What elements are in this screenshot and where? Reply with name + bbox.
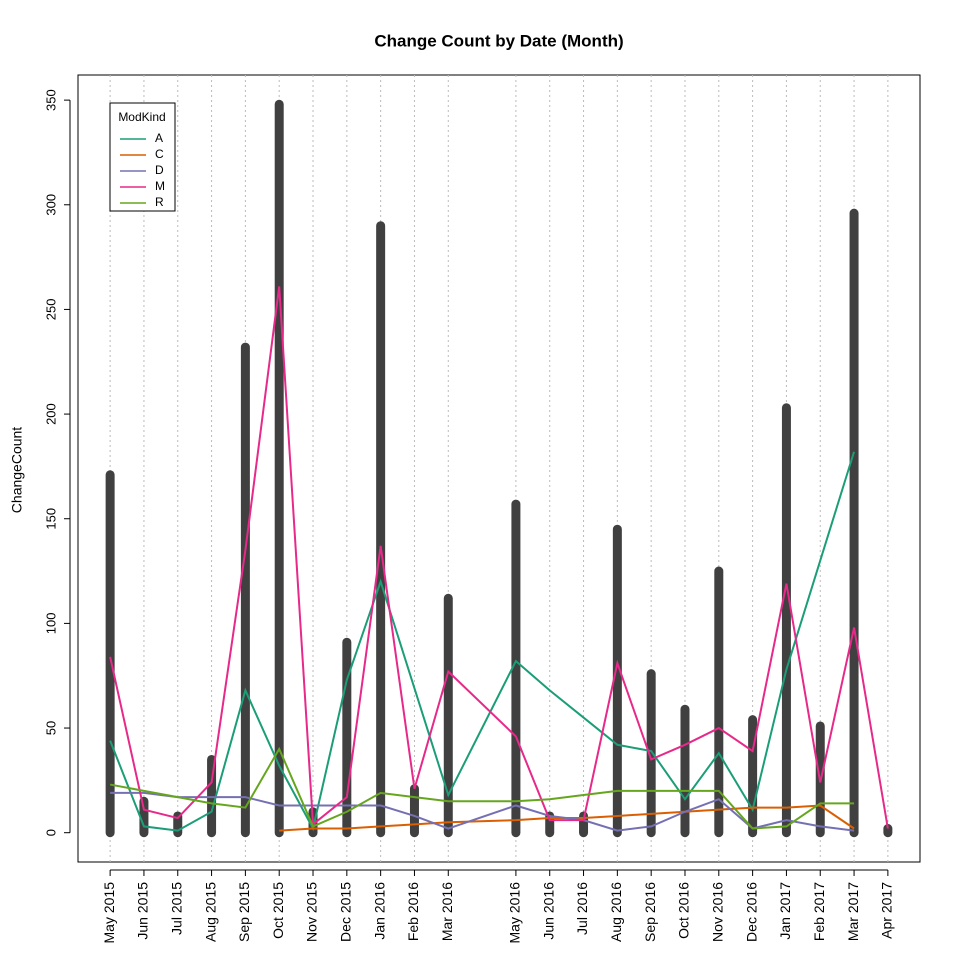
legend-label: C: [155, 147, 164, 161]
x-tick-label: Feb 2016: [405, 882, 421, 941]
series-line: [109, 746, 855, 830]
y-tick-label: 200: [43, 403, 58, 425]
x-tick-label: Nov 2015: [304, 882, 320, 942]
plot-frame: [77, 74, 921, 863]
x-tick-label: May 2016: [507, 882, 523, 944]
x-tick-label: Nov 2016: [710, 882, 726, 942]
y-tick-label: 50: [43, 721, 58, 735]
y-tick-label: 150: [43, 508, 58, 530]
series-line: [109, 451, 856, 832]
y-tick-label: 100: [43, 613, 58, 635]
x-tick-label: Oct 2015: [270, 882, 286, 939]
y-axis-label: ChangeCount: [9, 427, 25, 514]
x-tick-label: Jun 2015: [135, 882, 151, 940]
x-tick-label: May 2015: [101, 882, 117, 944]
x-tick-label: Sep 2015: [236, 882, 252, 942]
legend-label: D: [155, 163, 164, 177]
x-tick-label: Mar 2016: [439, 882, 455, 941]
series-line: [110, 791, 855, 832]
x-tick-label: Jan 2016: [371, 882, 387, 940]
x-tick-label: Sep 2016: [642, 882, 658, 942]
legend-label: M: [155, 179, 165, 193]
x-tick-label: Aug 2015: [202, 882, 218, 942]
legend-label: R: [155, 195, 164, 209]
legend-box: [109, 102, 176, 212]
y-tick-label: 350: [43, 89, 58, 111]
legend-title: ModKind: [118, 110, 165, 124]
x-tick-label: Aug 2016: [608, 882, 624, 942]
y-tick-label: 300: [43, 194, 58, 216]
series-line: [109, 286, 889, 829]
x-tick-label: Oct 2016: [676, 882, 692, 939]
x-tick-label: Dec 2015: [338, 882, 354, 942]
x-tick-label: Jan 2017: [777, 882, 793, 940]
x-tick-label: Mar 2017: [845, 882, 861, 941]
x-tick-label: Jul 2015: [168, 882, 184, 935]
x-tick-label: Apr 2017: [879, 882, 895, 939]
chart-title: Change Count by Date (Month): [374, 31, 623, 50]
y-tick-label: 250: [43, 299, 58, 321]
x-tick-label: Jun 2016: [540, 882, 556, 940]
y-tick-label: 0: [43, 829, 58, 836]
x-tick-label: Feb 2017: [811, 882, 827, 941]
x-tick-label: Jul 2016: [574, 882, 590, 935]
x-tick-label: Dec 2016: [743, 882, 759, 942]
legend-label: A: [155, 131, 163, 145]
